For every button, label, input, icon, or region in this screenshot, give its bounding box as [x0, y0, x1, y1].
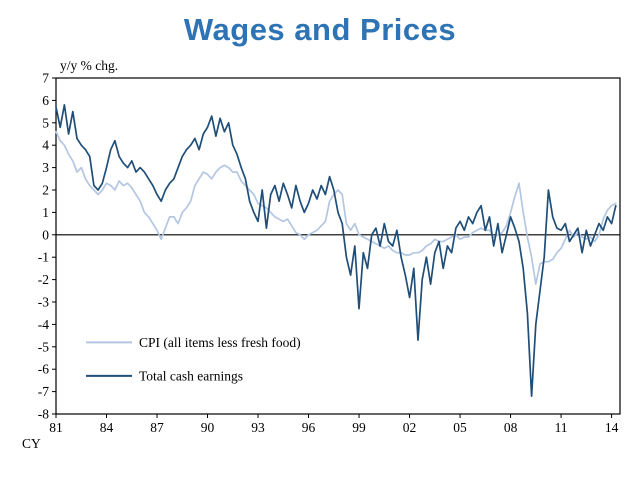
- y-tick-label: 2: [42, 183, 49, 198]
- x-tick-label: 90: [201, 420, 215, 435]
- chart-area: 7 6 5 4 3 2 1 0 -1 -2 -3 -4 -5 -6 -7 -8 81 84 87 90 93 96 99 02…: [18, 52, 632, 457]
- y-tick-label: 1: [42, 205, 49, 220]
- x-tick-label: 84: [100, 420, 114, 435]
- y-tick-label: 5: [42, 115, 49, 130]
- series-line-cpi: [55, 130, 617, 285]
- y-tick-label: -3: [38, 295, 49, 310]
- x-tick-label: 14: [605, 420, 619, 435]
- plot-frame: [55, 77, 621, 415]
- y-tick-label: 7: [42, 71, 49, 86]
- unit-note-label: y/y % chg.: [60, 58, 118, 73]
- wages-prices-chart: 7 6 5 4 3 2 1 0 -1 -2 -3 -4 -5 -6 -7 -881 84 87 90 93 96 99 02…: [22, 58, 621, 451]
- x-tick-label: 05: [453, 420, 467, 435]
- series-line-earnings: [55, 104, 617, 397]
- y-tick-label: -5: [38, 339, 49, 354]
- x-tick-label: 99: [352, 420, 366, 435]
- x-tick-label: 93: [251, 420, 265, 435]
- y-tick-label: -8: [38, 407, 49, 422]
- y-tick-label: -7: [38, 384, 49, 399]
- x-tick-label: 02: [403, 420, 417, 435]
- x-tick-label: 96: [302, 420, 316, 435]
- page-title: Wages and Prices: [183, 12, 457, 47]
- y-tick-label: -1: [38, 250, 49, 265]
- y-tick-label: 6: [42, 93, 49, 108]
- y-tick-label: 0: [42, 227, 49, 242]
- y-tick-label: -6: [38, 362, 49, 377]
- legend-label-earnings: Total cash earnings: [139, 368, 243, 383]
- x-tick-label: 81: [49, 420, 63, 435]
- x-axis-prefix-label: CY: [22, 436, 41, 451]
- x-tick-label: 87: [150, 420, 164, 435]
- y-tick-label: 4: [42, 138, 49, 153]
- x-tick-label: 11: [555, 420, 568, 435]
- x-tick-label: 08: [504, 420, 518, 435]
- legend-label-cpi: CPI (all items less fresh food): [139, 335, 301, 350]
- y-tick-label: 3: [42, 160, 49, 175]
- y-tick-label: -2: [38, 272, 49, 287]
- y-tick-label: -4: [38, 317, 49, 332]
